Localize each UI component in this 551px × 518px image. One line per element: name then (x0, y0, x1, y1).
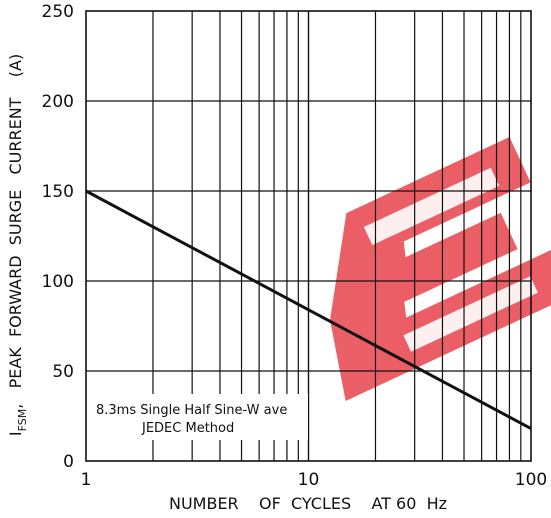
y-axis-label-rest: , PEAK FORWARD SURGE CURRENT (A) (6, 54, 25, 409)
series-group (85, 189, 532, 430)
x-tick-label: 1 (81, 470, 92, 490)
y-axis-label: IFSM, PEAK FORWARD SURGE CURRENT (A) (6, 28, 29, 471)
y-axis-label-main: I (6, 431, 25, 436)
y-tick-label: 100 (42, 272, 74, 292)
x-tick-label: 10 (298, 470, 320, 490)
y-tick-label: 0 (63, 452, 74, 472)
annotation-line-2: JEDEC Method (141, 421, 234, 436)
x-tick-labels: 1 10 100 (81, 470, 548, 490)
annotation-line-1: 8.3ms Single Half Sine-W ave (96, 403, 287, 418)
grid-lines (86, 11, 531, 461)
method-annotation: 8.3ms Single Half Sine-W ave JEDEC Metho… (90, 394, 308, 440)
series-line-0 (85, 189, 532, 430)
y-tick-label: 250 (42, 2, 74, 22)
x-tick-label: 100 (515, 470, 547, 490)
y-tick-labels: 0 50 100 150 200 250 (42, 2, 74, 472)
x-axis-label: NUMBER OF CYCLES AT 60 Hz (169, 494, 447, 513)
plot-frame (85, 10, 532, 462)
y-axis-label-sub: FSM (16, 409, 29, 432)
y-tick-label: 200 (42, 92, 74, 112)
plot-border (85, 10, 532, 462)
svg-text:IFSM, PEAK FORWARD SURGE: IFSM, PEAK FORWARD SURGE CURRENT (A) (6, 28, 29, 471)
y-tick-label: 150 (42, 182, 74, 202)
watermark-logo (330, 137, 551, 401)
y-tick-label: 50 (52, 362, 74, 382)
